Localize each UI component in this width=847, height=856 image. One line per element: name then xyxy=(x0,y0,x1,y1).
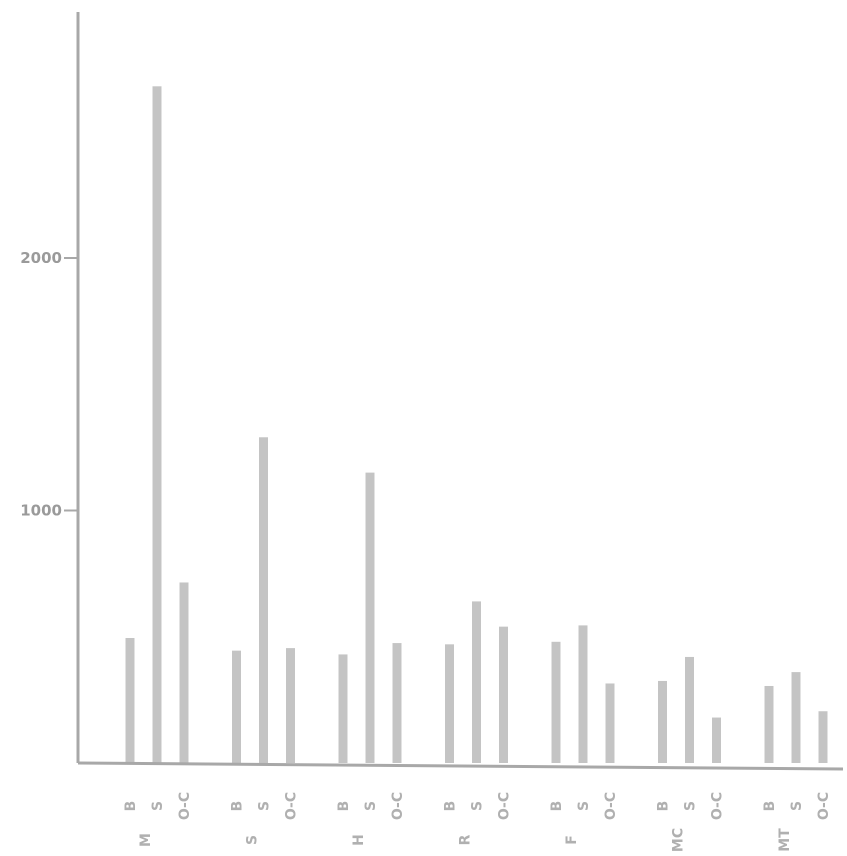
bar xyxy=(259,437,268,763)
x-category-label: B xyxy=(443,801,459,812)
x-group-label: MT xyxy=(777,828,793,852)
y-ticks: 1000 2000 xyxy=(20,249,78,520)
bar xyxy=(578,625,588,763)
x-category-label: B xyxy=(762,801,778,812)
bar xyxy=(712,717,721,763)
bar xyxy=(286,648,295,763)
y-tick-label: 1000 xyxy=(20,502,62,520)
bar xyxy=(152,86,162,764)
bar xyxy=(445,644,454,763)
x-group-label: MC xyxy=(671,828,687,852)
x-category-label: O-C xyxy=(497,792,513,820)
bars-layer xyxy=(125,86,828,764)
bar xyxy=(499,626,508,763)
x-category-label: S xyxy=(257,801,273,811)
x-category-label: O-C xyxy=(710,792,726,820)
axes-layer xyxy=(76,12,844,771)
x-category-label: B xyxy=(336,801,352,812)
bar xyxy=(338,654,348,763)
bar xyxy=(605,683,615,763)
x-category-label: B xyxy=(549,801,565,812)
x-category-label: S xyxy=(470,801,486,811)
x-category-label: B xyxy=(656,801,672,812)
x-category-label: O-C xyxy=(284,792,300,820)
x-group-label: R xyxy=(458,834,474,845)
x-labels: B S O-C M B S O-C S B S O-C H B S O-C R B S O-C F B S O-C MC B S O… xyxy=(123,792,832,852)
x-category-label: S xyxy=(363,801,379,811)
x-group-label: M xyxy=(138,833,154,847)
x-category-label: B xyxy=(230,801,246,812)
x-category-label: O-C xyxy=(390,792,406,820)
x-category-label: S xyxy=(576,801,592,811)
bar xyxy=(685,656,694,763)
bar xyxy=(125,638,135,763)
x-group-label: S xyxy=(245,835,261,845)
x-category-label: S xyxy=(789,801,805,811)
x-category-label: O-C xyxy=(603,792,619,820)
bar xyxy=(818,711,828,763)
bar xyxy=(791,672,801,763)
bar xyxy=(232,650,241,763)
x-category-label: O-C xyxy=(816,792,832,820)
bar xyxy=(365,472,375,763)
bar xyxy=(658,680,667,763)
y-tick-label: 2000 xyxy=(20,249,62,267)
bar xyxy=(472,601,481,763)
x-category-label: S xyxy=(683,801,699,811)
x-group-label: H xyxy=(351,834,367,846)
x-axis xyxy=(77,761,844,771)
bar xyxy=(392,643,402,763)
bar xyxy=(179,582,189,763)
x-category-label: O-C xyxy=(177,792,193,820)
bar xyxy=(764,685,774,763)
bar xyxy=(551,641,561,763)
x-category-label: B xyxy=(123,801,139,812)
x-group-label: F xyxy=(564,835,580,845)
x-category-label: S xyxy=(150,801,166,811)
